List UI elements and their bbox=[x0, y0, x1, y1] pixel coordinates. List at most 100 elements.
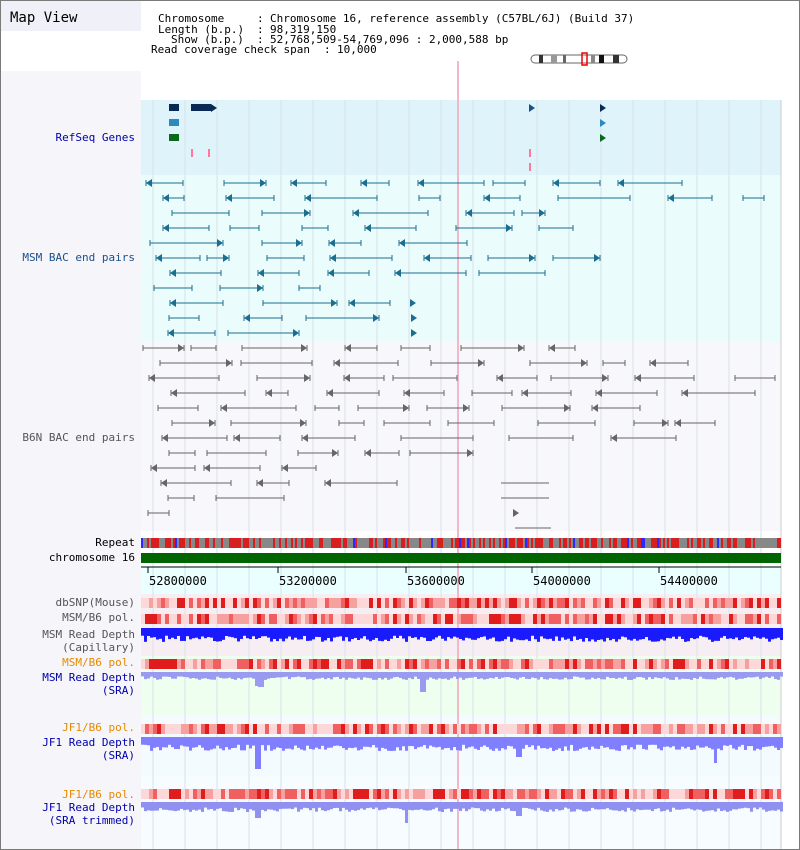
msm-b6-pol-sra-cell bbox=[501, 659, 505, 669]
track-label-jf1-read-depth-2[interactable]: JF1 Read Depth bbox=[42, 801, 135, 814]
jf1-sra-depth-bar bbox=[672, 737, 675, 747]
repeat-element bbox=[663, 538, 665, 548]
msm-b6-pol-sra-cell bbox=[653, 659, 657, 669]
dbsnp-cell bbox=[225, 598, 229, 608]
msm-bac-pair-arrow bbox=[424, 254, 430, 262]
msm-sra-depth-bar bbox=[570, 672, 573, 680]
msm-b6-pol-cell bbox=[329, 614, 333, 624]
repeat-element bbox=[537, 538, 539, 548]
jf1-b6-pol-trim-cell bbox=[449, 789, 453, 799]
jf1-trim-depth-bar bbox=[222, 802, 225, 812]
track-label-b6n-bac[interactable]: B6N BAC end pairs bbox=[22, 431, 135, 444]
jf1-sra-depth-bar bbox=[270, 737, 273, 751]
msm-sra-depth-bar bbox=[699, 672, 702, 677]
jf1-b6-pol-trim-cell bbox=[621, 789, 625, 799]
b6n-bac-pair-arrow bbox=[300, 419, 306, 427]
jf1-b6-pol-cell bbox=[493, 724, 497, 734]
b6n-bac-pair-arrow bbox=[365, 449, 371, 457]
jf1-trim-depth-bar bbox=[234, 802, 237, 808]
jf1-trim-depth-bar bbox=[186, 802, 189, 810]
dbsnp-cell bbox=[741, 598, 745, 608]
dbsnp-cell bbox=[433, 598, 437, 608]
msm-b6-pol-sra-cell bbox=[581, 659, 585, 669]
msm-capillary-depth-bar bbox=[777, 628, 780, 638]
repeat-element bbox=[455, 538, 457, 548]
msm-capillary-depth-bar bbox=[474, 628, 477, 640]
jf1-trim-depth-bar bbox=[612, 802, 615, 811]
jf1-b6-pol-trim-cell bbox=[233, 789, 237, 799]
jf1-b6-pol-trim-cell bbox=[737, 789, 741, 799]
repeat-element bbox=[473, 538, 475, 548]
jf1-sra-depth-bar bbox=[282, 737, 285, 751]
jf1-trim-depth-bar bbox=[666, 802, 669, 810]
msm-sra-depth-bar bbox=[528, 672, 531, 680]
msm-sra-depth-bar bbox=[480, 672, 483, 679]
msm-b6-pol-sra-cell bbox=[709, 659, 713, 669]
msm-b6-pol-sra-cell bbox=[505, 659, 509, 669]
jf1-sra-depth-bar bbox=[315, 737, 318, 748]
jf1-trim-depth-bar bbox=[150, 802, 153, 811]
repeat-element bbox=[169, 538, 171, 548]
msm-sra-depth-bar bbox=[621, 672, 624, 679]
track-label-chromosome[interactable]: chromosome 16 bbox=[48, 551, 135, 564]
track-label-msm-b6-pol-1[interactable]: MSM/B6 pol. bbox=[62, 611, 135, 624]
jf1-b6-pol-cell bbox=[269, 724, 273, 734]
jf1-sra-depth-bar bbox=[195, 737, 198, 748]
repeat-element bbox=[205, 538, 207, 548]
msm-b6-pol-cell bbox=[709, 614, 713, 624]
msm-b6-pol-cell bbox=[197, 614, 201, 624]
dbsnp-cell bbox=[321, 598, 325, 608]
msm-sra-depth-bar bbox=[441, 672, 444, 679]
msm-b6-pol-sra-cell bbox=[521, 659, 525, 669]
msm-b6-pol-sra-cell bbox=[741, 659, 745, 669]
msm-b6-pol-sra-cell bbox=[541, 659, 545, 669]
msm-b6-pol-cell bbox=[261, 614, 265, 624]
jf1-sra-depth-bar bbox=[279, 737, 282, 749]
msm-b6-pol-sra-cell bbox=[229, 659, 233, 669]
msm-b6-pol-sra-cell bbox=[233, 659, 237, 669]
jf1-sra-depth-bar bbox=[741, 737, 744, 745]
track-label-msm-read-depth-1[interactable]: MSM Read Depth bbox=[42, 628, 135, 641]
jf1-sra-depth-bar bbox=[630, 737, 633, 748]
jf1-sra-depth-bar bbox=[561, 737, 564, 751]
jf1-b6-pol-cell bbox=[509, 724, 513, 734]
jf1-trim-depth-bar bbox=[459, 802, 462, 811]
b6n-bac-pair-arrow bbox=[234, 434, 240, 442]
dbsnp-cell bbox=[637, 598, 641, 608]
jf1-trim-depth-bar bbox=[660, 802, 663, 812]
jf1-sra-depth-bar bbox=[435, 737, 438, 748]
track-label-msm-b6-pol-2[interactable]: MSM/B6 pol. bbox=[62, 656, 135, 669]
track-label-msm-read-depth-2[interactable]: MSM Read Depth bbox=[42, 671, 135, 684]
dbsnp-cell bbox=[649, 598, 653, 608]
msm-capillary-depth-bar bbox=[318, 628, 321, 638]
track-label-jf1-read-depth-1[interactable]: JF1 Read Depth bbox=[42, 736, 135, 749]
track-label-refseq[interactable]: RefSeq Genes bbox=[55, 131, 135, 144]
msm-b6-pol-cell bbox=[661, 614, 665, 624]
jf1-sra-depth-bar bbox=[213, 737, 216, 749]
jf1-trim-depth-bar bbox=[522, 802, 525, 808]
msm-sra-depth-bar bbox=[651, 672, 654, 680]
jf1-b6-pol-trim-cell bbox=[597, 789, 601, 799]
jf1-sra-depth-bar bbox=[474, 737, 477, 749]
track-label-repeat[interactable]: Repeat bbox=[95, 536, 135, 549]
jf1-sra-depth-bar bbox=[336, 737, 339, 746]
jf1-b6-pol-cell bbox=[165, 724, 169, 734]
msm-b6-pol-cell bbox=[721, 614, 725, 624]
jf1-b6-pol-trim-cell bbox=[757, 789, 761, 799]
msm-b6-pol-cell bbox=[641, 614, 645, 624]
track-label-jf1-b6-pol-2[interactable]: JF1/B6 pol. bbox=[62, 788, 135, 801]
msm-capillary-depth-bar bbox=[588, 628, 591, 642]
jf1-sra-depth-bar bbox=[423, 737, 426, 746]
repeat-element bbox=[551, 538, 553, 548]
msm-capillary-depth-bar bbox=[606, 628, 609, 638]
track-label-jf1-b6-pol-1[interactable]: JF1/B6 pol. bbox=[62, 721, 135, 734]
repeat-element bbox=[613, 538, 615, 548]
jf1-sra-depth-bar bbox=[252, 737, 255, 746]
msm-b6-pol-cell bbox=[181, 614, 185, 624]
msm-sra-depth-bar bbox=[147, 672, 150, 679]
track-label-msm-bac[interactable]: MSM BAC end pairs bbox=[22, 251, 135, 264]
msm-capillary-depth-bar bbox=[375, 628, 378, 638]
track-label-dbsnp[interactable]: dbSNP(Mouse) bbox=[55, 596, 135, 609]
jf1-trim-depth-bar bbox=[225, 802, 228, 812]
